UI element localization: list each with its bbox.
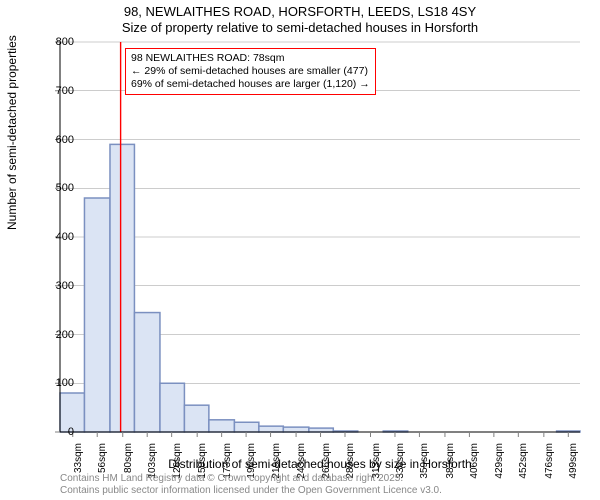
y-tick: 800 <box>56 36 74 48</box>
y-tick: 300 <box>56 280 74 292</box>
title-main: 98, NEWLAITHES ROAD, HORSFORTH, LEEDS, L… <box>0 4 600 20</box>
title-block: 98, NEWLAITHES ROAD, HORSFORTH, LEEDS, L… <box>0 0 600 37</box>
y-tick: 0 <box>68 426 74 438</box>
footnote-line2: Contains public sector information licen… <box>60 485 442 497</box>
y-tick: 100 <box>56 377 74 389</box>
annotation-line3: 69% of semi-detached houses are larger (… <box>131 78 370 91</box>
y-tick: 700 <box>56 85 74 97</box>
x-axis-label: Distribution of semi-detached houses by … <box>60 457 580 471</box>
y-axis-label: Number of semi-detached properties <box>5 35 19 230</box>
marker-annotation: 98 NEWLAITHES ROAD: 78sqm ← 29% of semi-… <box>125 48 376 95</box>
attribution: Contains HM Land Registry data © Crown c… <box>60 473 442 497</box>
plot-area: 98 NEWLAITHES ROAD: 78sqm ← 29% of semi-… <box>60 42 580 432</box>
y-tick: 600 <box>56 134 74 146</box>
title-sub: Size of property relative to semi-detach… <box>0 20 600 36</box>
annotation-line2: ← 29% of semi-detached houses are smalle… <box>131 65 370 78</box>
y-tick: 400 <box>56 231 74 243</box>
y-tick: 200 <box>56 329 74 341</box>
y-tick: 500 <box>56 182 74 194</box>
chart-container: 98, NEWLAITHES ROAD, HORSFORTH, LEEDS, L… <box>0 0 600 500</box>
annotation-line1: 98 NEWLAITHES ROAD: 78sqm <box>131 52 370 65</box>
footnote-line1: Contains HM Land Registry data © Crown c… <box>60 473 442 485</box>
histogram-svg <box>60 42 580 432</box>
